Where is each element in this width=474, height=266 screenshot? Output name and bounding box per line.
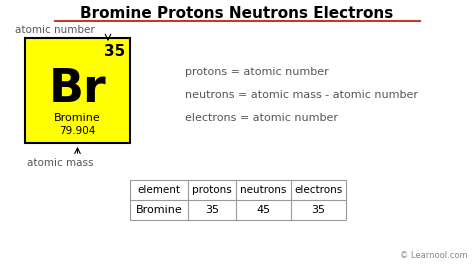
Text: Br: Br bbox=[49, 68, 106, 113]
Text: 35: 35 bbox=[205, 205, 219, 215]
Text: element: element bbox=[137, 185, 181, 195]
Text: atomic number: atomic number bbox=[15, 25, 95, 35]
Text: 35: 35 bbox=[104, 44, 125, 60]
Text: 45: 45 bbox=[256, 205, 271, 215]
Text: Bromine: Bromine bbox=[136, 205, 182, 215]
Text: protons = atomic number: protons = atomic number bbox=[185, 67, 329, 77]
Text: neutrons = atomic mass - atomic number: neutrons = atomic mass - atomic number bbox=[185, 90, 418, 100]
Text: neutrons: neutrons bbox=[240, 185, 287, 195]
Bar bbox=[130, 180, 346, 220]
Text: 79.904: 79.904 bbox=[59, 126, 96, 136]
Text: 35: 35 bbox=[311, 205, 326, 215]
Bar bbox=[25, 38, 130, 143]
Text: Bromine: Bromine bbox=[54, 113, 101, 123]
Text: electrons: electrons bbox=[294, 185, 343, 195]
Text: atomic mass: atomic mass bbox=[27, 158, 93, 168]
Text: protons: protons bbox=[192, 185, 232, 195]
Text: electrons = atomic number: electrons = atomic number bbox=[185, 113, 338, 123]
Text: © Learnool.com: © Learnool.com bbox=[401, 251, 468, 260]
Text: Bromine Protons Neutrons Electrons: Bromine Protons Neutrons Electrons bbox=[81, 6, 393, 20]
